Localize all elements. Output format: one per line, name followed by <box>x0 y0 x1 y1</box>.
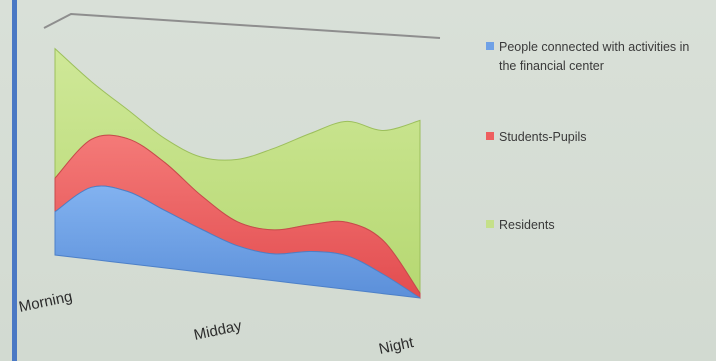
legend-swatch <box>486 220 494 228</box>
x-tick-label-morning: Morning <box>17 288 74 316</box>
legend-swatch <box>486 132 494 140</box>
legend-label: People connected with activities in the … <box>499 40 690 73</box>
legend-swatch <box>486 42 494 50</box>
legend-financial-center: People connected with activities in the … <box>486 38 709 76</box>
slide-accent-bar <box>12 0 17 361</box>
legend-students-pupils: Students-Pupils <box>486 128 709 147</box>
ticks-layer: Morning Midday Night <box>17 288 416 358</box>
x-tick-label-night: Night <box>377 334 416 358</box>
back-wall-edge <box>43 12 441 39</box>
legend-label: Residents <box>499 218 555 232</box>
areas-layer <box>54 47 421 299</box>
legend-residents: Residents <box>486 216 709 235</box>
legend-label: Students-Pupils <box>499 130 587 144</box>
area-financial-center <box>54 185 421 299</box>
x-tick-label-midday: Midday <box>192 317 243 344</box>
